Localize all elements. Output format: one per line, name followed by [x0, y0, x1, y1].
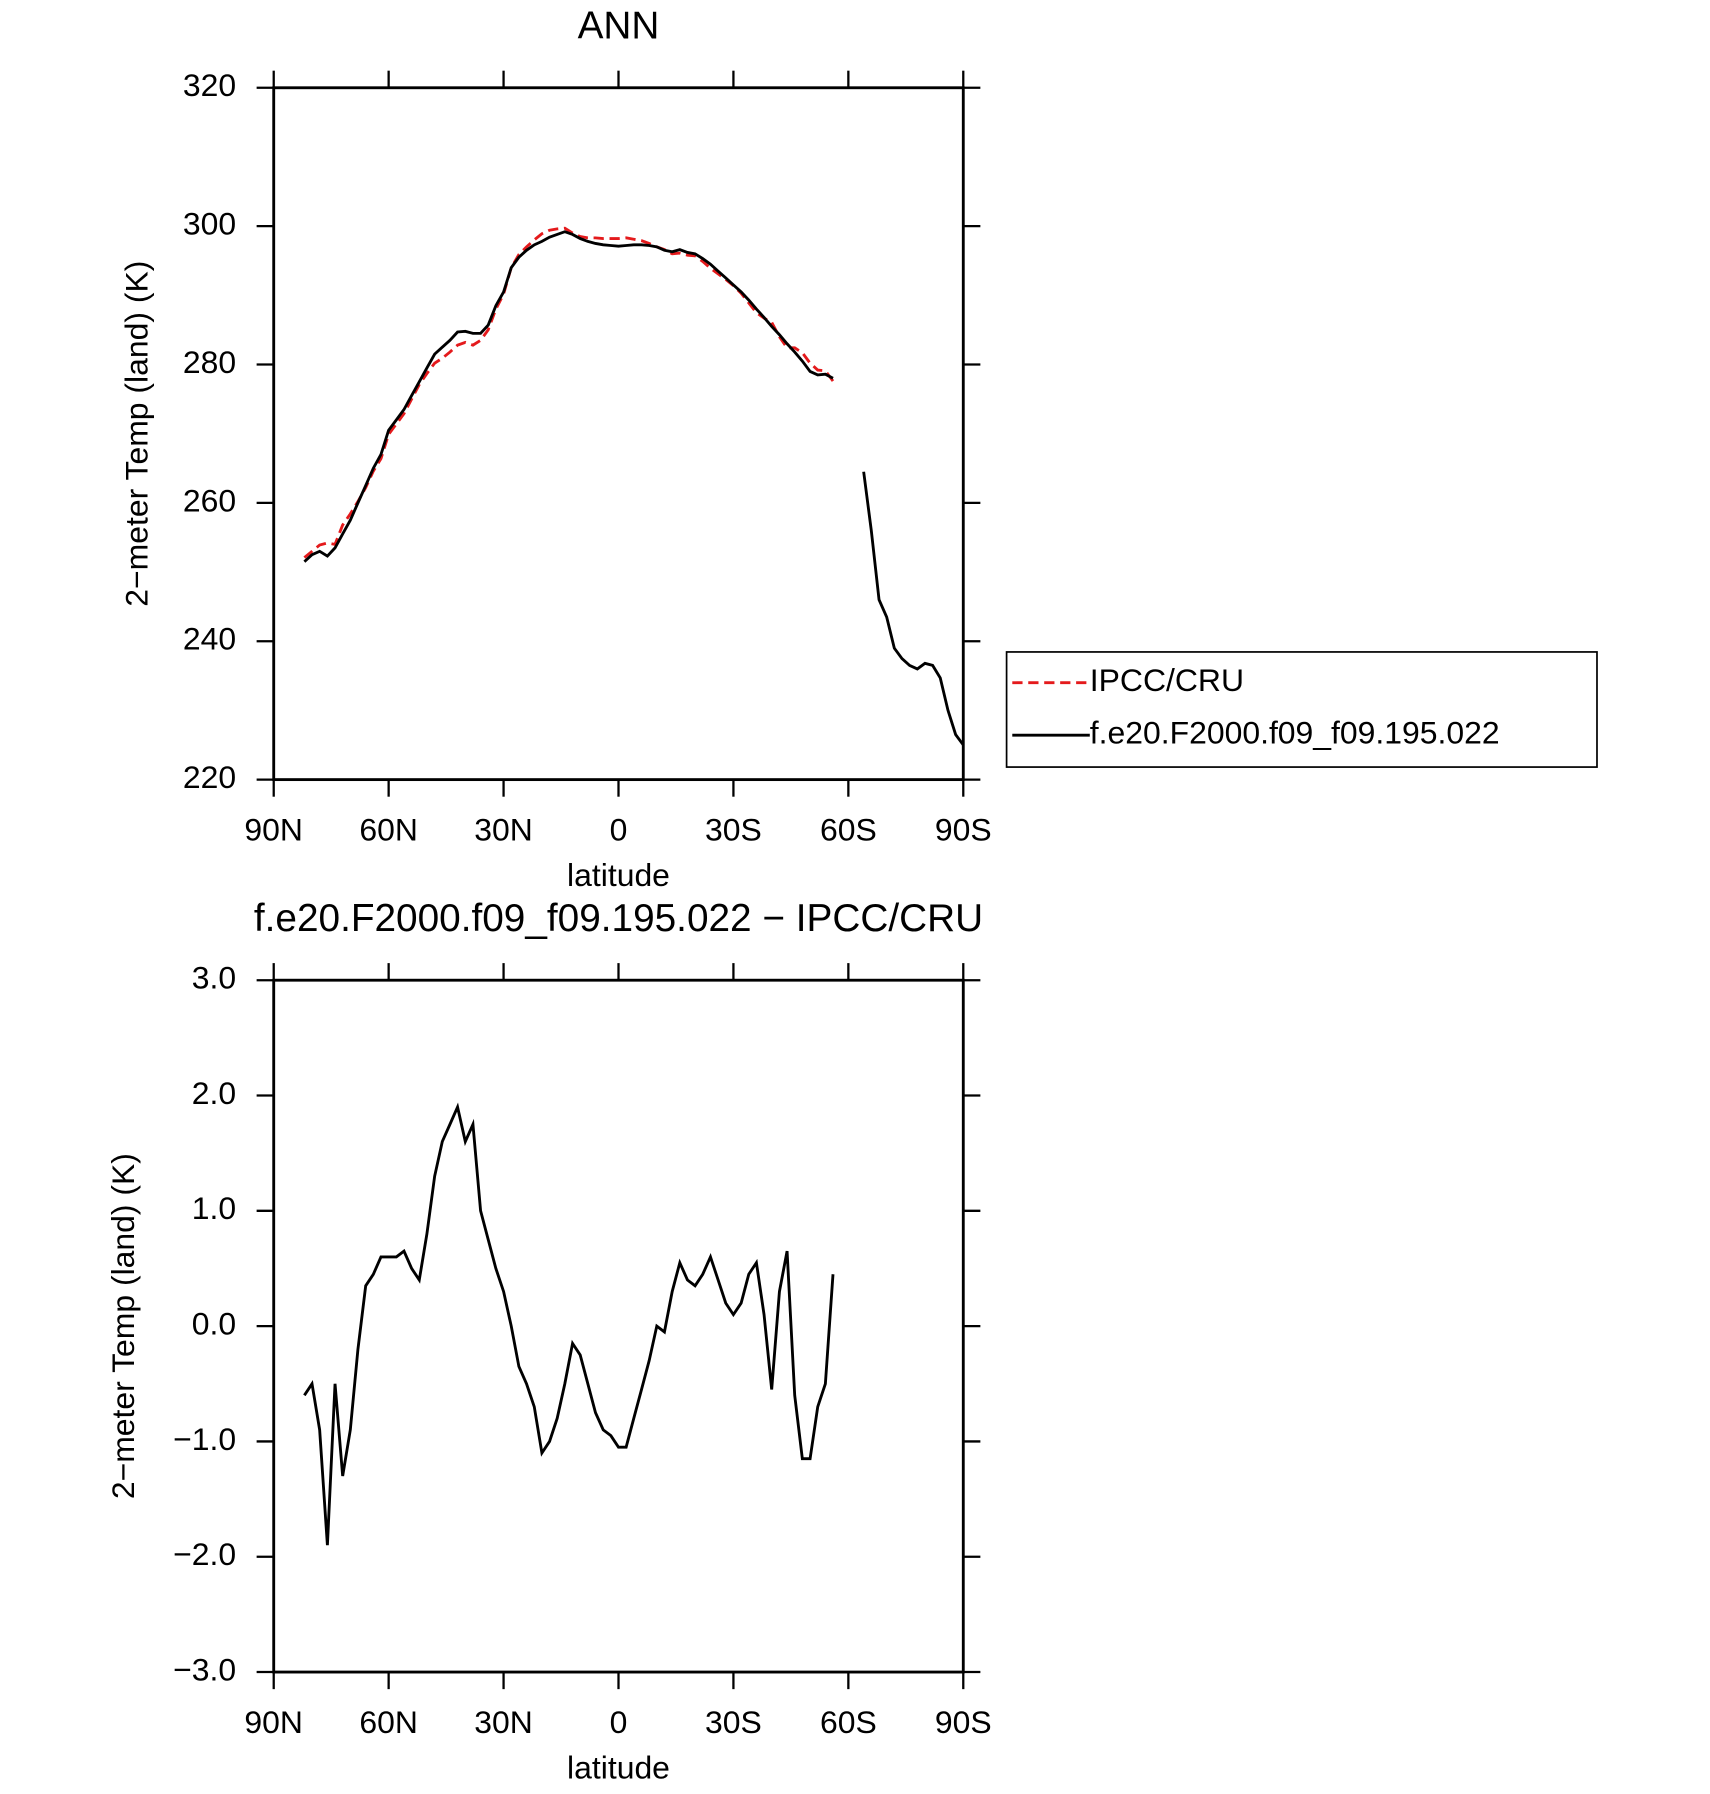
x-tick-label: 60S	[820, 811, 877, 847]
plot-frame	[272, 86, 965, 782]
x-tick-label: 30N	[474, 811, 533, 847]
y-axis-label: 2−meter Temp (land) (K)	[105, 1153, 141, 1499]
chart-title: ANN	[578, 5, 660, 48]
legend-label: IPCC/CRU	[1090, 662, 1244, 698]
x-axis-label: latitude	[567, 1749, 670, 1785]
x-tick-label: 90S	[935, 1704, 992, 1740]
x-axis-label: latitude	[567, 857, 670, 893]
y-tick-label: 220	[183, 759, 236, 795]
y-tick-label: 280	[183, 344, 236, 380]
data-line	[303, 1102, 835, 1546]
x-tick-label: 90N	[244, 811, 303, 847]
plot-frame	[272, 978, 965, 1674]
y-tick-label: 1.0	[192, 1190, 236, 1226]
y-tick-label: 0.0	[192, 1306, 236, 1342]
chart-title: f.e20.F2000.f09_f09.195.022 − IPCC/CRU	[254, 897, 983, 940]
y-axis-label: 2−meter Temp (land) (K)	[119, 261, 155, 607]
x-tick-label: 90S	[935, 811, 992, 847]
x-tick-label: 0	[610, 1704, 628, 1740]
y-tick-label: −2.0	[173, 1536, 236, 1572]
y-tick-label: −3.0	[173, 1651, 236, 1687]
x-tick-label: 90N	[244, 1704, 303, 1740]
x-tick-label: 60S	[820, 1704, 877, 1740]
y-tick-label: −1.0	[173, 1421, 236, 1457]
data-line	[303, 230, 965, 746]
x-tick-label: 60N	[359, 1704, 418, 1740]
x-tick-label: 60N	[359, 811, 418, 847]
legend-label: f.e20.F2000.f09_f09.195.022	[1090, 715, 1500, 751]
y-tick-label: 240	[183, 621, 236, 657]
x-tick-label: 30N	[474, 1704, 533, 1740]
x-tick-label: 30S	[705, 811, 762, 847]
legend-box	[1005, 651, 1598, 768]
x-tick-label: 30S	[705, 1704, 762, 1740]
y-tick-label: 320	[183, 67, 236, 103]
y-tick-label: 300	[183, 206, 236, 242]
y-tick-label: 3.0	[192, 960, 236, 996]
y-tick-label: 2.0	[192, 1075, 236, 1111]
x-tick-label: 0	[610, 811, 628, 847]
y-tick-label: 260	[183, 482, 236, 518]
data-line	[303, 226, 835, 559]
